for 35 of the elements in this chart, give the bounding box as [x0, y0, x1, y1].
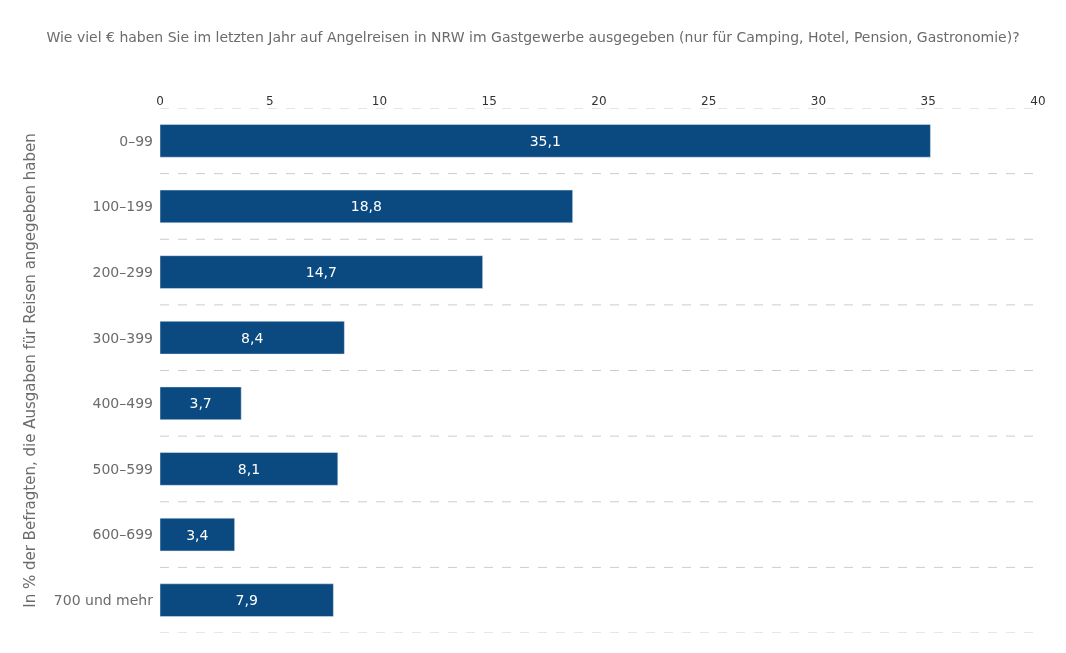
y-axis-title: In % der Befragten, die Ausgaben für Reisen angegeben haben — [21, 133, 40, 608]
y-tick-label: 700 und mehr — [53, 592, 154, 609]
bar — [160, 189, 573, 224]
bar — [160, 517, 235, 552]
y-tick-label: 0–99 — [119, 132, 153, 149]
y-tick-label: 600–699 — [92, 526, 153, 543]
chart-title: Wie viel € haben Sie im letzten Jahr auf Angelreisen in NRW im Gastgewerbe ausgegeben (nur für Camping, Hotel, Pension, Gastronomie)? — [46, 29, 1020, 46]
x-tick-label: 10 — [371, 93, 388, 108]
x-tick-label: 20 — [591, 93, 607, 108]
x-tick-label: 0 — [156, 93, 164, 108]
bar — [160, 124, 931, 158]
data-label: 18,8 — [350, 198, 382, 215]
x-tick-label: 5 — [265, 93, 274, 108]
data-label: 3,4 — [186, 526, 209, 543]
y-tick-label: 100–199 — [92, 198, 153, 215]
x-tick-label: 25 — [701, 93, 717, 108]
y-tick-label: 200–299 — [92, 263, 153, 280]
bar — [160, 255, 483, 289]
x-tick-label: 40 — [1030, 93, 1046, 108]
x-tick-label: 30 — [810, 93, 827, 108]
bar — [160, 452, 339, 486]
data-label: 8,4 — [241, 329, 264, 346]
x-tick-label: 35 — [920, 93, 936, 108]
data-label: 35,1 — [529, 132, 561, 149]
data-label: 8,1 — [237, 460, 261, 477]
bar — [160, 583, 334, 617]
y-tick-label: 300–399 — [92, 329, 153, 346]
data-label: 3,7 — [189, 395, 212, 412]
y-tick-label: 400–499 — [92, 395, 153, 412]
y-tick-label: 500–599 — [92, 460, 153, 477]
bar — [160, 321, 345, 355]
bar — [160, 386, 242, 420]
data-label: 14,7 — [305, 264, 337, 281]
x-tick-label: 15 — [481, 93, 497, 108]
data-label: 7,9 — [235, 592, 258, 609]
